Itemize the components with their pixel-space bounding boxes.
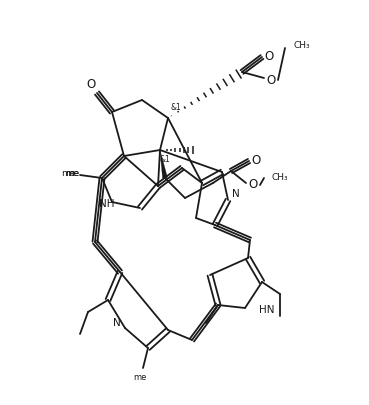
Text: O: O [264,51,274,64]
Text: O: O [86,79,96,92]
Text: O: O [248,179,258,192]
Text: me: me [65,168,79,177]
Text: HN: HN [259,305,275,315]
Text: me: me [133,373,147,382]
Text: N: N [113,318,121,328]
Text: NH: NH [99,199,115,209]
Text: O: O [266,73,276,87]
Text: me: me [61,168,75,177]
Text: N: N [232,189,240,199]
Text: &1: &1 [160,156,170,164]
Text: O: O [251,154,261,168]
Text: CH₃: CH₃ [293,40,310,49]
Text: CH₃: CH₃ [272,173,289,183]
Text: &1: &1 [170,104,182,113]
Polygon shape [160,150,168,179]
Text: me: me [65,168,79,177]
